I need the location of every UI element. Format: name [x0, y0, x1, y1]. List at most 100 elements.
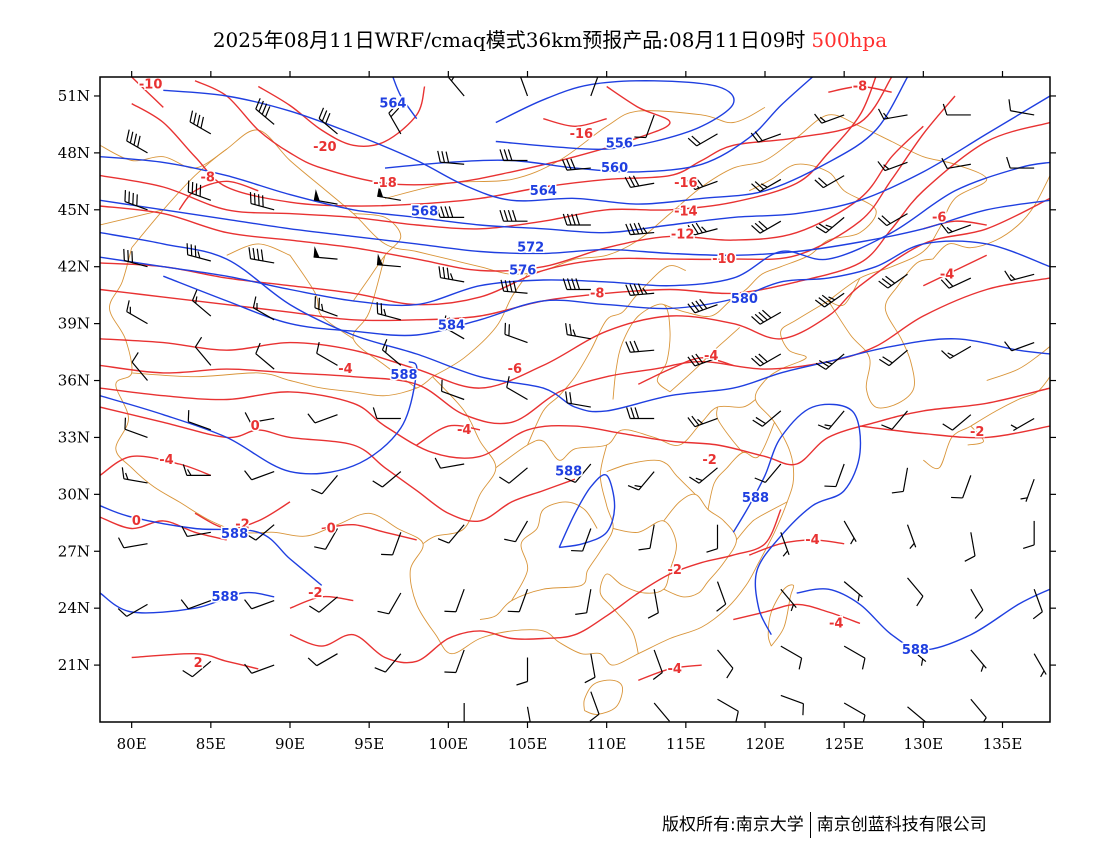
wind-barb — [1032, 589, 1043, 620]
wind-barb — [624, 175, 655, 188]
wind-barb — [307, 653, 338, 667]
wind-barb — [906, 524, 917, 550]
temperature-contour — [100, 125, 924, 272]
wind-barb — [780, 645, 803, 670]
height-contour-label: 588 — [902, 643, 929, 658]
wind-barb — [970, 588, 984, 619]
wind-barb — [638, 524, 655, 551]
height-contour-label: 564 — [379, 97, 406, 112]
temperature-contour — [100, 277, 1050, 425]
wind-barb — [182, 464, 211, 476]
y-tick-label: 51N — [58, 87, 90, 105]
temperature-contour-label: -8 — [853, 79, 867, 94]
wind-barb — [815, 216, 845, 234]
height-contour — [163, 77, 909, 205]
wind-barb — [561, 158, 591, 171]
temperature-contour — [859, 425, 1050, 439]
wind-barb — [372, 471, 402, 488]
wind-barb — [1010, 417, 1035, 431]
boundary-line — [352, 213, 402, 302]
temperature-contour-label: -4 — [829, 616, 843, 631]
wind-barb — [750, 131, 782, 143]
wind-barb — [444, 649, 465, 674]
wind-barb — [187, 180, 212, 201]
wind-barb — [964, 532, 976, 562]
height-contour-label: 588 — [221, 527, 248, 542]
wind-barb — [942, 414, 972, 431]
temperature-contour-label: 0 — [132, 514, 141, 529]
wind-barb — [117, 537, 148, 549]
wind-barb — [843, 520, 857, 545]
boundary-line — [527, 265, 686, 446]
wind-barb — [942, 103, 971, 116]
wind-barb — [381, 339, 402, 366]
wind-barb — [309, 596, 338, 613]
y-tick-label: 42N — [58, 258, 90, 276]
wind-barb — [388, 104, 402, 135]
y-tick-label: 33N — [58, 428, 90, 446]
boundary-line — [226, 243, 291, 256]
height-contour-label: 588 — [390, 368, 417, 383]
y-tick-label: 24N — [58, 599, 90, 617]
wind-barb — [780, 588, 797, 612]
temperature-contour — [638, 357, 734, 385]
temperature-contour-label: -2 — [702, 453, 716, 468]
wind-barb — [1008, 99, 1035, 116]
temperature-contour-label: -14 — [674, 205, 698, 220]
wind-barb — [877, 108, 908, 120]
wind-barb — [313, 189, 338, 205]
height-contour — [384, 77, 813, 173]
temperature-contour-label: -4 — [940, 267, 954, 282]
contour-label-layer: -20-18 -16-16-14-12-10-8-8-6-4-2-2-2-2-20… — [130, 77, 986, 678]
x-tick-label: 130E — [904, 735, 944, 753]
wind-barb — [126, 129, 148, 154]
wind-barb — [687, 353, 718, 367]
wind-barb — [634, 114, 655, 139]
height-contour-label: 568 — [411, 205, 438, 220]
wind-barb — [442, 315, 465, 340]
wind-barb — [252, 296, 275, 321]
x-tick-label: 115E — [666, 735, 706, 753]
boundary-line — [100, 209, 164, 226]
x-tick-label: 120E — [745, 735, 785, 753]
temperature-contour-label: -8 — [200, 171, 214, 186]
wind-barb — [717, 698, 739, 722]
temperature-contour-label: -16 — [570, 127, 594, 142]
wind-barb — [815, 353, 845, 370]
wind-barb — [625, 222, 655, 236]
temperature-contour — [543, 118, 607, 128]
wind-barb — [307, 413, 338, 424]
title-level: 500hpa — [811, 28, 888, 52]
boundary-line — [606, 459, 696, 495]
wind-barb — [1022, 520, 1035, 549]
wind-barb — [499, 467, 528, 484]
wind-barb — [653, 702, 671, 722]
axis-layer: 80E 85E 90E 95E 100E 105E 110E 115E 120E 125E 130E… — [58, 71, 1056, 753]
wind-barb — [589, 691, 600, 722]
company-text: 南京创蓝科技有限公司 — [816, 815, 987, 835]
wind-barb — [506, 376, 528, 401]
x-tick-label: 125E — [824, 735, 864, 753]
boundary-line — [663, 493, 737, 598]
wind-barb — [244, 470, 275, 481]
wind-barb — [516, 657, 529, 686]
wind-barb — [437, 150, 465, 165]
wind-barb — [444, 589, 465, 613]
temperature-contour — [131, 652, 259, 670]
y-tick-label: 45N — [58, 201, 90, 219]
wind-barb — [687, 222, 718, 236]
height-contour-label: 576 — [509, 264, 536, 279]
temperature-contour-label: -8 — [590, 286, 604, 301]
height-contour-layer — [100, 77, 1050, 651]
wind-barb — [941, 345, 972, 359]
wind-barb — [117, 603, 148, 617]
wind-barb — [575, 589, 592, 615]
wind-barb-layer — [117, 77, 1047, 722]
wind-barb — [814, 292, 845, 308]
height-contour — [796, 588, 1050, 651]
height-contour — [495, 80, 735, 151]
wind-barb — [248, 247, 275, 264]
temperature-contour — [321, 523, 417, 541]
wind-barb — [907, 706, 927, 722]
